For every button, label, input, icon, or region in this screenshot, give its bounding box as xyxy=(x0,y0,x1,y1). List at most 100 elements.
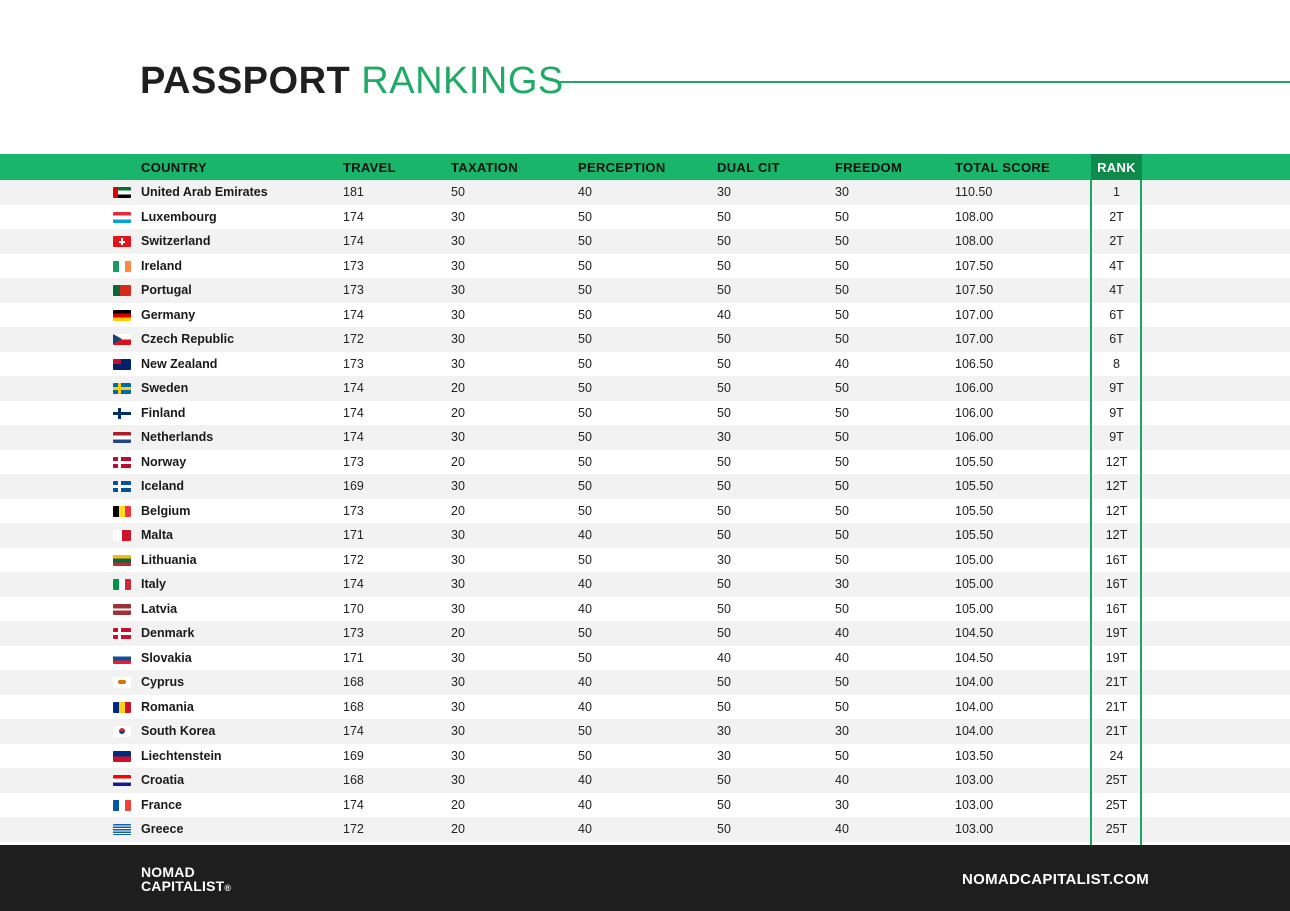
flag-nl-icon xyxy=(113,432,131,443)
taxation-score: 30 xyxy=(451,748,465,763)
flag-ie-icon xyxy=(113,260,131,272)
flag-mt-icon xyxy=(113,530,131,541)
flag-fi-icon xyxy=(113,407,131,419)
perception-score: 50 xyxy=(578,724,592,738)
country-name: Lithuania xyxy=(141,552,197,567)
country-name: Portugal xyxy=(141,283,192,297)
travel-score: 174 xyxy=(343,724,364,738)
perception-score: 40 xyxy=(578,601,592,616)
header-travel: TRAVEL xyxy=(343,160,396,175)
perception-score: 50 xyxy=(578,307,592,322)
flag-hr-icon xyxy=(113,775,131,786)
perception-score: 40 xyxy=(578,699,592,714)
freedom-score: 50 xyxy=(835,430,849,444)
travel-score: 174 xyxy=(343,209,364,224)
total-score: 105.50 xyxy=(955,503,994,518)
travel-score: 174 xyxy=(343,797,364,812)
rank-value: 12T xyxy=(1105,479,1128,493)
logo-line-1: NOMAD xyxy=(141,864,195,880)
travel-score: 172 xyxy=(343,822,364,836)
header-country: COUNTRY xyxy=(141,160,207,175)
country-name: Malta xyxy=(141,528,173,542)
rank-value: 25T xyxy=(1105,773,1128,787)
nomad-capitalist-logo: NOMAD CAPITALIST® xyxy=(141,865,231,895)
rank-value: 16T xyxy=(1105,552,1128,567)
dual-cit-score: 50 xyxy=(717,283,731,297)
flag-cy-icon xyxy=(113,677,131,688)
country-name: Norway xyxy=(141,454,187,469)
freedom-score: 50 xyxy=(835,528,849,542)
perception-score: 50 xyxy=(578,381,592,395)
total-score: 106.00 xyxy=(955,381,994,395)
dual-cit-score: 50 xyxy=(717,601,731,616)
perception-score: 40 xyxy=(578,675,592,689)
country-name: Luxembourg xyxy=(141,209,217,224)
country-name: Romania xyxy=(141,699,194,714)
total-score: 105.50 xyxy=(955,479,994,493)
travel-score: 168 xyxy=(343,675,364,689)
travel-score: 173 xyxy=(343,283,364,297)
freedom-score: 40 xyxy=(835,650,849,665)
flag-it-icon xyxy=(113,579,131,590)
freedom-score: 50 xyxy=(835,479,849,493)
rank-value: 12T xyxy=(1105,528,1128,542)
rank-value: 19T xyxy=(1105,626,1128,640)
travel-score: 181 xyxy=(343,185,364,199)
total-score: 108.00 xyxy=(955,234,994,248)
total-score: 104.00 xyxy=(955,724,994,738)
rank-value: 16T xyxy=(1105,601,1128,616)
flag-nz-icon xyxy=(113,358,131,370)
freedom-score: 50 xyxy=(835,381,849,395)
perception-score: 50 xyxy=(578,283,592,297)
freedom-score: 50 xyxy=(835,675,849,689)
taxation-score: 30 xyxy=(451,577,465,591)
title-part-1: PASSPORT xyxy=(140,60,351,102)
dual-cit-score: 50 xyxy=(717,234,731,248)
header-total-score: TOTAL SCORE xyxy=(955,160,1051,175)
freedom-score: 50 xyxy=(835,699,849,714)
dual-cit-score: 50 xyxy=(717,699,731,714)
freedom-score: 50 xyxy=(835,209,849,224)
country-name: Germany xyxy=(141,307,196,322)
title-divider xyxy=(557,81,1290,83)
flag-gr-icon xyxy=(113,824,131,835)
freedom-score: 30 xyxy=(835,185,849,199)
perception-score: 50 xyxy=(578,430,592,444)
freedom-score: 40 xyxy=(835,822,849,836)
table-row: Belgium 173 20 50 50 50 105.50 12T xyxy=(0,499,1290,524)
rank-header-bg xyxy=(1091,154,1142,180)
perception-score: 50 xyxy=(578,479,592,493)
table-row: Finland 174 20 50 50 50 106.00 9T xyxy=(0,401,1290,426)
travel-score: 173 xyxy=(343,454,364,469)
taxation-score: 30 xyxy=(451,307,465,322)
table-row: Croatia 168 30 40 50 40 103.00 25T xyxy=(0,768,1290,793)
table-row: France 174 20 40 50 30 103.00 25T xyxy=(0,793,1290,818)
freedom-score: 30 xyxy=(835,577,849,591)
table-row: Luxembourg 174 30 50 50 50 108.00 2T xyxy=(0,205,1290,230)
taxation-score: 30 xyxy=(451,209,465,224)
freedom-score: 30 xyxy=(835,797,849,812)
table-row: Lithuania 172 30 50 30 50 105.00 16T xyxy=(0,548,1290,573)
table-row: United Arab Emirates 181 50 40 30 30 110.50 1 xyxy=(0,180,1290,205)
taxation-score: 30 xyxy=(451,675,465,689)
freedom-score: 50 xyxy=(835,405,849,420)
freedom-score: 50 xyxy=(835,748,849,763)
freedom-score: 30 xyxy=(835,724,849,738)
total-score: 105.50 xyxy=(955,454,994,469)
perception-score: 40 xyxy=(578,528,592,542)
table-row: Cyprus 168 30 40 50 50 104.00 21T xyxy=(0,670,1290,695)
total-score: 103.00 xyxy=(955,773,994,787)
flag-se-icon xyxy=(113,383,131,394)
perception-score: 50 xyxy=(578,748,592,763)
taxation-score: 30 xyxy=(451,773,465,787)
rank-value: 6T xyxy=(1109,332,1124,346)
perception-score: 40 xyxy=(578,773,592,787)
table-row: Sweden 174 20 50 50 50 106.00 9T xyxy=(0,376,1290,401)
travel-score: 171 xyxy=(343,650,364,665)
perception-score: 40 xyxy=(578,822,592,836)
dual-cit-score: 50 xyxy=(717,454,731,469)
travel-score: 168 xyxy=(343,773,364,787)
dual-cit-score: 50 xyxy=(717,258,731,273)
travel-score: 171 xyxy=(343,528,364,542)
dual-cit-score: 50 xyxy=(717,479,731,493)
